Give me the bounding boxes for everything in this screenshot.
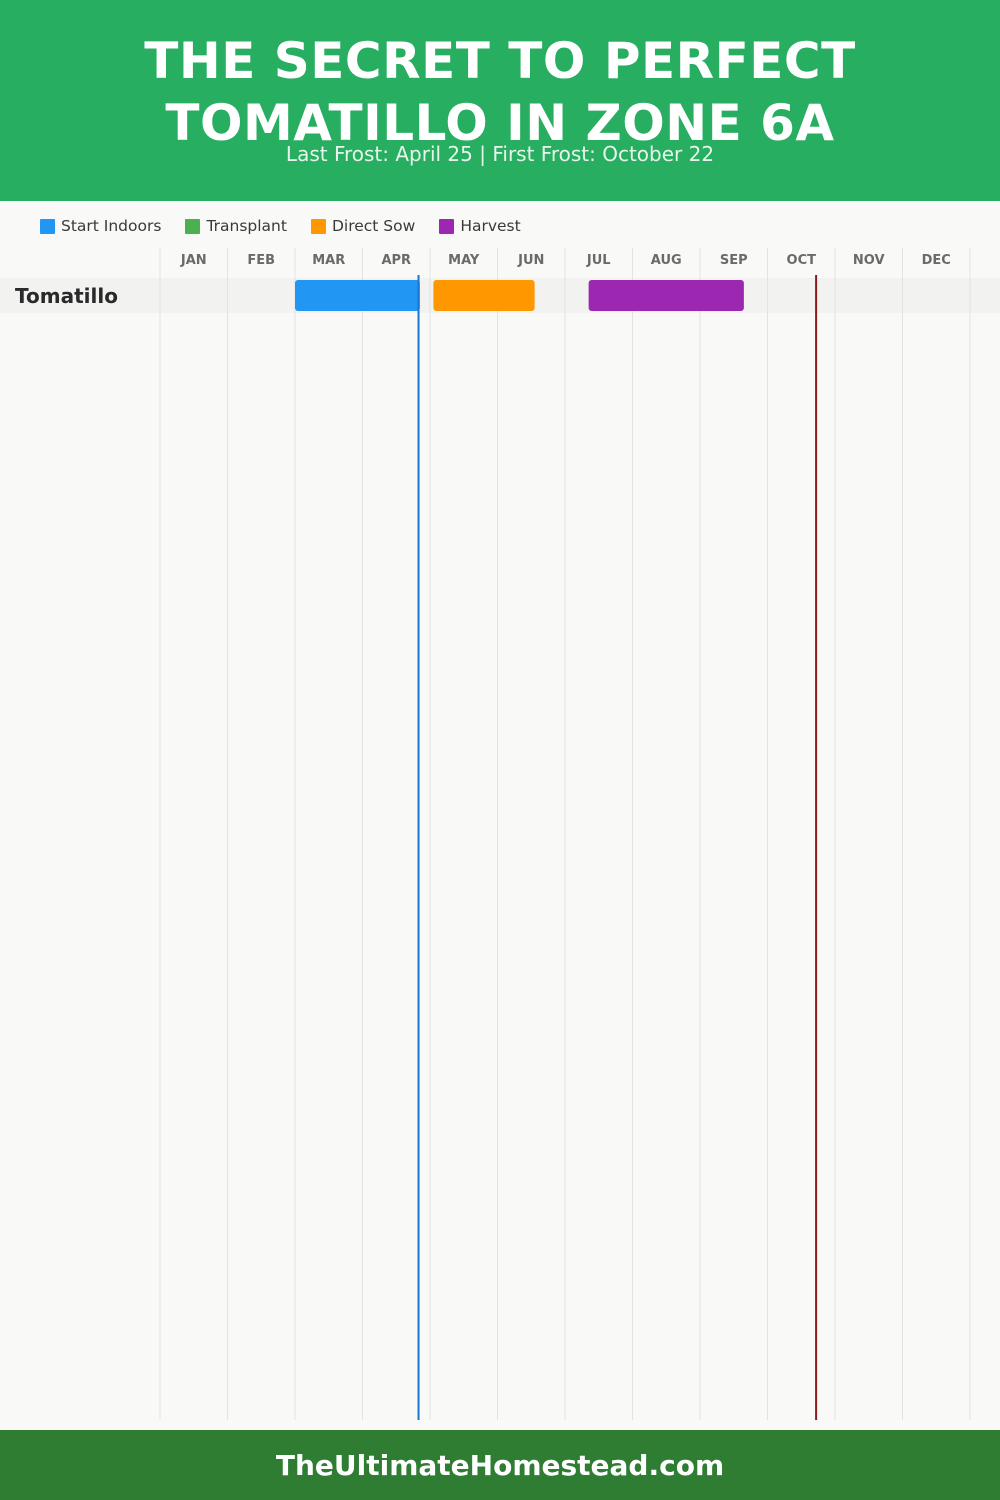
- legend-swatch-harvest: [439, 218, 455, 234]
- month-label: SEP: [720, 253, 748, 268]
- header-banner: THE SECRET TO PERFECT TOMATILLO IN ZONE …: [0, 0, 1000, 201]
- legend-swatch-start-indoors: [40, 218, 55, 234]
- page-title: THE SECRET TO PERFECT TOMATILLO IN ZONE …: [144, 32, 856, 152]
- legend-label-start-indoors: Start Indoors: [61, 217, 162, 235]
- bar-start-indoors: [295, 280, 420, 311]
- month-label: NOV: [853, 253, 885, 268]
- month-label: JAN: [180, 253, 207, 268]
- month-label: JUN: [517, 253, 544, 268]
- month-label: MAR: [312, 253, 345, 268]
- footer-banner: TheUltimateHomestead.com: [0, 1430, 1000, 1500]
- bar-direct-sow: [433, 280, 535, 311]
- row-label: Tomatillo: [15, 284, 118, 308]
- legend-swatch-direct-sow: [310, 218, 326, 234]
- month-label: APR: [381, 253, 411, 268]
- month-label: DEC: [922, 253, 951, 268]
- legend-label-transplant: Transplant: [206, 217, 287, 235]
- footer-site-name: TheUltimateHomestead.com: [275, 1448, 725, 1482]
- month-label: AUG: [651, 253, 682, 268]
- chart-legend: Start Indoors Transplant Direct Sow Harv…: [40, 214, 545, 238]
- legend-label-harvest: Harvest: [460, 217, 521, 235]
- month-label: MAY: [448, 253, 480, 268]
- legend-label-direct-sow: Direct Sow: [331, 217, 416, 235]
- month-label: FEB: [247, 253, 275, 268]
- frost-dates-subtitle: Last Frost: April 25 | First Frost: Octo…: [285, 142, 715, 166]
- legend-item-start-indoors: Start Indoors: [40, 217, 161, 235]
- bar-harvest: [588, 280, 744, 311]
- legend-item-transplant: Transplant: [185, 217, 287, 235]
- month-label: JUL: [586, 253, 611, 268]
- legend-swatch-transplant: [185, 218, 201, 234]
- legend-item-harvest: Harvest: [439, 217, 521, 235]
- legend-item-direct-sow: Direct Sow: [310, 217, 416, 235]
- month-label: OCT: [787, 253, 817, 268]
